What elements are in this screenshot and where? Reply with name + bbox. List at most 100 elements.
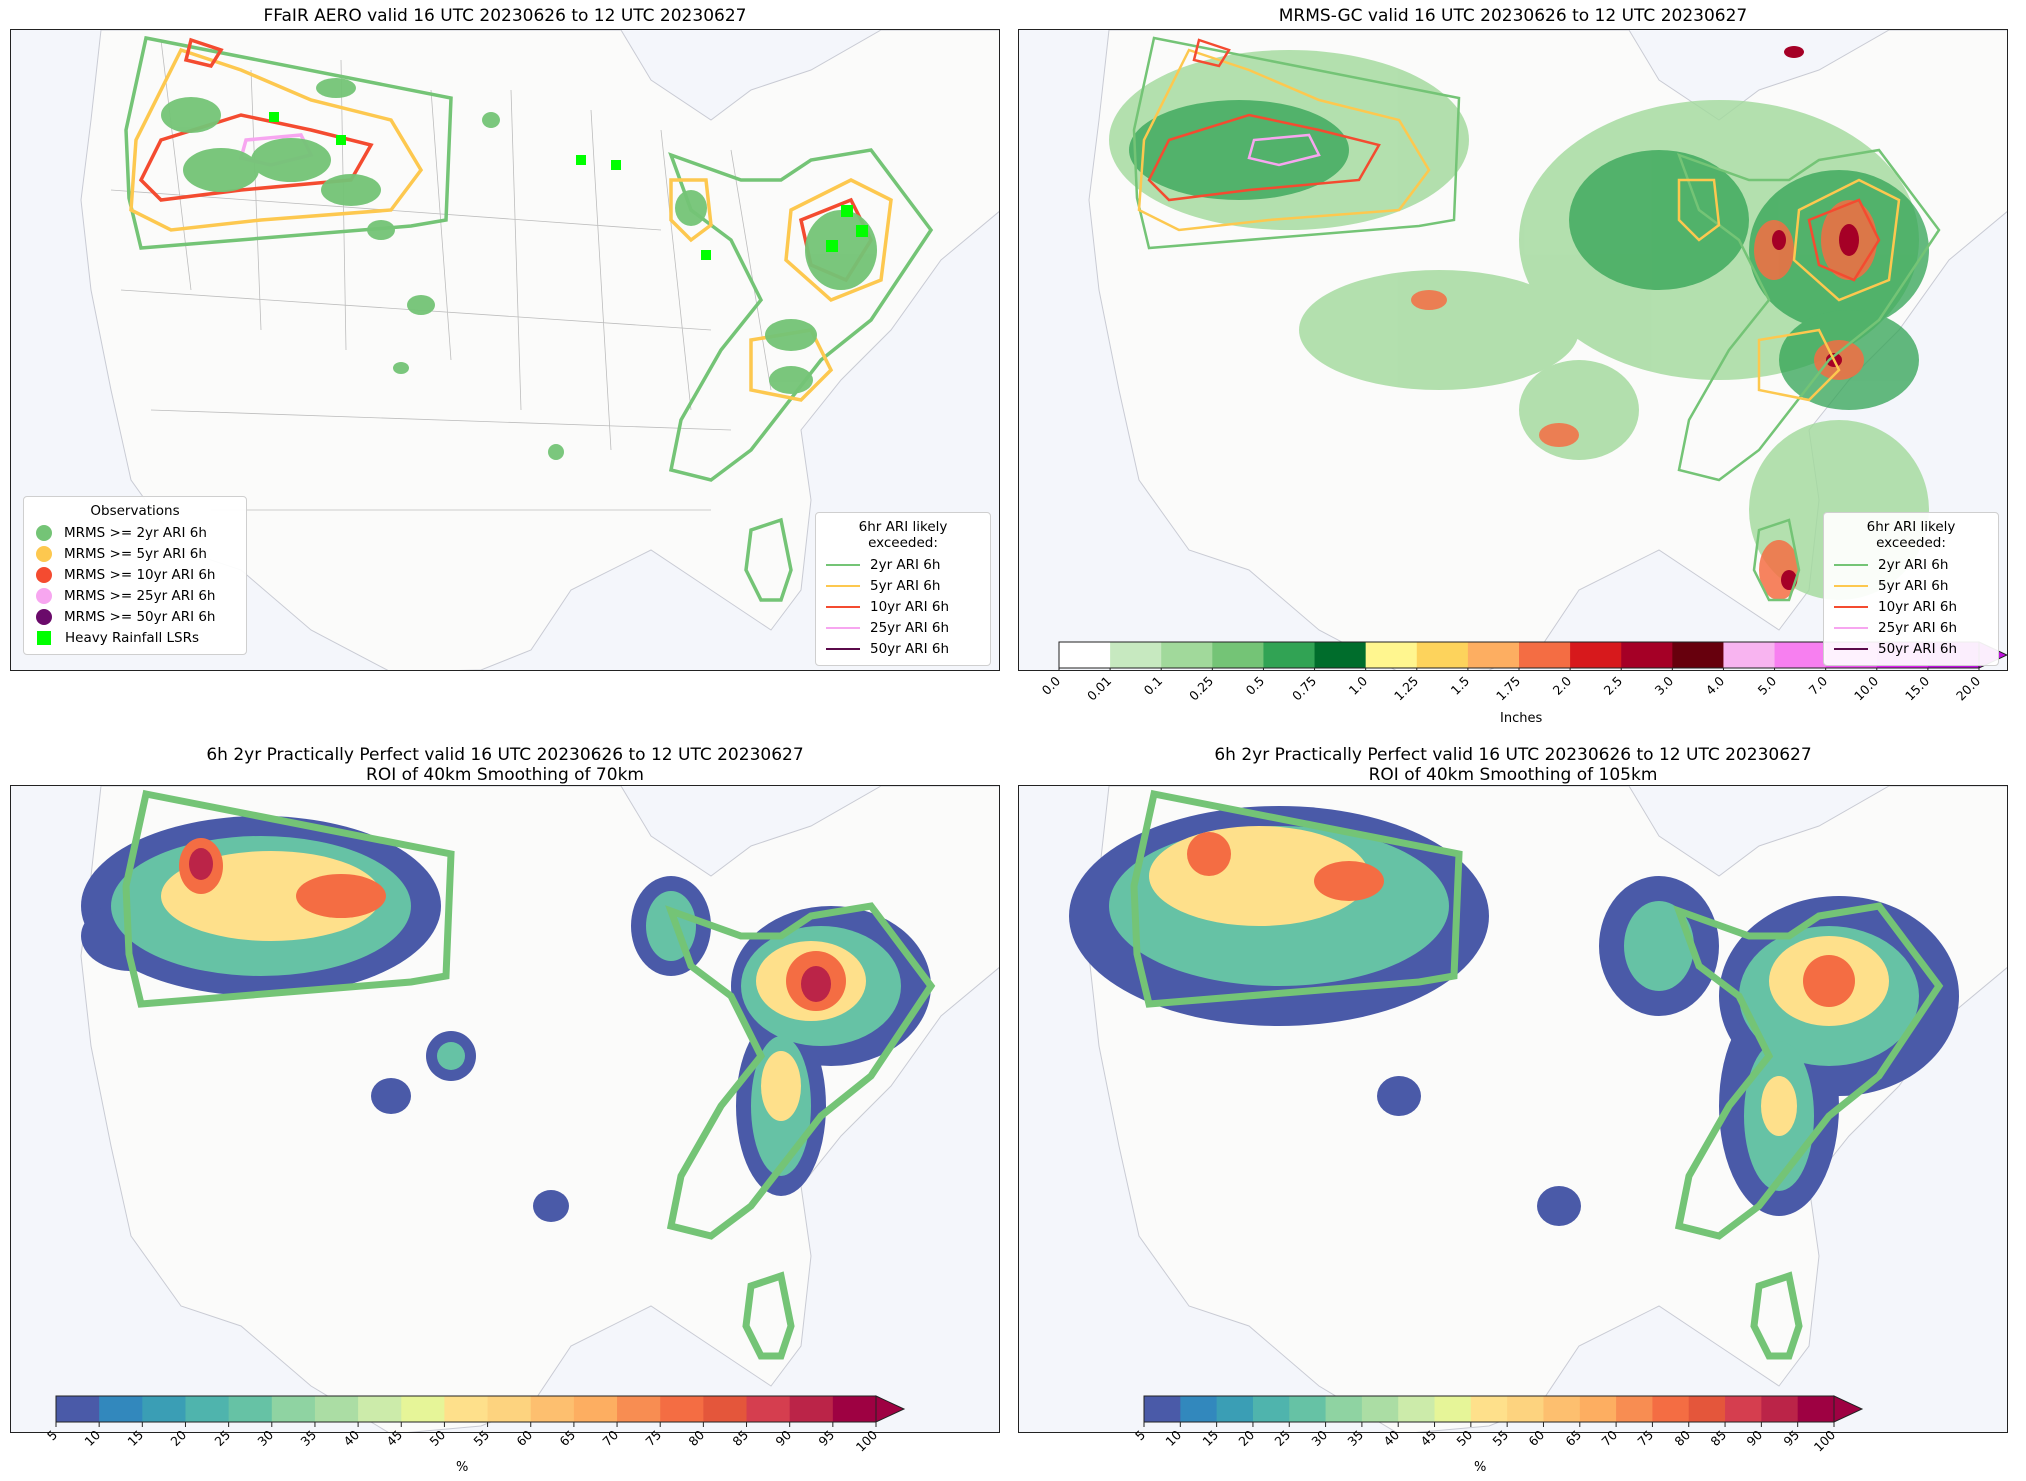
- legend-dot-icon: [36, 608, 52, 625]
- obs-legend-row: Heavy Rainfall LSRs: [34, 627, 236, 648]
- colorbar-tick-label: 7.0: [1805, 673, 1830, 698]
- pp-level-4: [1187, 832, 1855, 1007]
- colorbar-tick-label: 35: [1344, 1427, 1367, 1450]
- legend-line-icon: [826, 647, 860, 650]
- colorbar-segment: [185, 1396, 230, 1422]
- colorbar-tick-label: 0.25: [1186, 673, 1217, 704]
- colorbar-segment: [1774, 642, 1827, 668]
- colorbar-tick-label: 20: [1235, 1427, 1258, 1450]
- colorbar-tick-label: 95: [815, 1427, 838, 1450]
- colorbar-segment: [1616, 1396, 1653, 1422]
- legend-line-icon: [1834, 626, 1868, 629]
- aero-25yr-outline: [1247, 133, 1321, 167]
- colorbar-segment: [1652, 1396, 1690, 1422]
- colorbar-segment: [1216, 1396, 1254, 1422]
- colorbar-segment: [1365, 642, 1418, 668]
- obs-legend-label: MRMS >= 50yr ARI 6h: [64, 608, 216, 625]
- colorbar-tick-label: 20: [167, 1427, 190, 1450]
- obs-legend-row: MRMS >= 10yr ARI 6h: [34, 564, 236, 585]
- colorbar-segment: [1252, 1396, 1290, 1422]
- colorbar-tick-label: 75: [642, 1427, 665, 1450]
- colorbar-segment: [401, 1396, 445, 1422]
- precip-moderate: [1129, 100, 1929, 410]
- ari-legend-label: 50yr ARI 6h: [870, 640, 950, 657]
- colorbar-tick-label: 50: [1453, 1427, 1476, 1450]
- legend-line-icon: [826, 605, 860, 608]
- mrms-observed-blobs: [161, 78, 877, 460]
- colorbar-tick-label: 10.0: [1850, 673, 1882, 704]
- colorbar-segment: [530, 1396, 575, 1422]
- colorbar-segment: [789, 1396, 834, 1422]
- colorbar-segment: [1212, 642, 1264, 668]
- panel4-map-svg: [1019, 786, 2007, 1432]
- ari-legend-row: 5yr ARI 6h: [826, 575, 980, 596]
- colorbar-segment: [1688, 1396, 1726, 1422]
- aero-10yr-outlines: [1147, 38, 1881, 282]
- colorbar-segment: [1761, 1396, 1799, 1422]
- colorbar-tick-label: 70: [1598, 1427, 1621, 1450]
- colorbar-tick-label: 5: [44, 1427, 61, 1444]
- colorbar-tick-label: 65: [1562, 1427, 1585, 1450]
- ari-legend-label: 10yr ARI 6h: [1878, 598, 1958, 615]
- colorbar-tick-label: 4.0: [1703, 673, 1728, 698]
- colorbar-tick-label: 85: [728, 1427, 751, 1450]
- panel1-map: Observations MRMS >= 2yr ARI 6h MRMS >= …: [10, 29, 1000, 671]
- colorbar-tick-label: 65: [556, 1427, 579, 1450]
- colorbar-tick-label: 5: [1132, 1427, 1149, 1444]
- ari-legend-row: 50yr ARI 6h: [826, 638, 980, 659]
- aero-2yr-outlines: [1132, 36, 1941, 602]
- colorbar-tick-label: 70: [599, 1427, 622, 1450]
- legend-line-icon: [826, 563, 860, 566]
- colorbar-tick-label: 1.25: [1390, 673, 1422, 704]
- colorbar-segment: [703, 1396, 748, 1422]
- lsr-squares: [269, 112, 868, 260]
- colorbar-frame: [55, 1395, 877, 1423]
- obs-legend-label: Heavy Rainfall LSRs: [65, 629, 199, 646]
- colorbar-segment: [1507, 1396, 1544, 1422]
- colorbar-tick-label: 2.0: [1549, 673, 1575, 698]
- colorbar-segment: [314, 1396, 359, 1422]
- colorbar-segment: [1325, 1396, 1363, 1422]
- ari-legend-row: 2yr ARI 6h: [1834, 554, 1988, 575]
- panel4-title: 6h 2yr Practically Perfect valid 16 UTC …: [1018, 745, 2008, 785]
- panel3-title-line1: 6h 2yr Practically Perfect valid 16 UTC …: [206, 745, 804, 765]
- ari-legend-row: 25yr ARI 6h: [1834, 617, 1988, 638]
- ari-legend-row: 5yr ARI 6h: [1834, 575, 1988, 596]
- ari-legend-row: 10yr ARI 6h: [826, 596, 980, 617]
- ari-legend-row: 10yr ARI 6h: [1834, 596, 1988, 617]
- colorbar-frame: [1143, 1395, 1835, 1423]
- colorbar-tick-label: 100: [852, 1427, 881, 1455]
- ari-legend-label: 10yr ARI 6h: [870, 598, 950, 615]
- colorbar-tick-label: 0.5: [1243, 673, 1268, 698]
- obs-legend-label: MRMS >= 5yr ARI 6h: [64, 545, 207, 562]
- colorbar-tick-label: 60: [513, 1427, 536, 1450]
- panel3-title: 6h 2yr Practically Perfect valid 16 UTC …: [10, 745, 1000, 785]
- ari-legend-label: 5yr ARI 6h: [870, 577, 941, 594]
- obs-legend-row: MRMS >= 50yr ARI 6h: [34, 606, 236, 627]
- panel3-map-svg: [11, 786, 999, 1432]
- colorbar-tick-label: 40: [1380, 1427, 1403, 1450]
- colorbar-segment: [617, 1396, 661, 1422]
- colorbar-tick-label: 0.75: [1288, 673, 1319, 704]
- panel2-map-svg: [1019, 30, 2007, 670]
- colorbar-tick-label: 90: [1743, 1427, 1766, 1450]
- colorbar-segment: [1144, 1396, 1181, 1422]
- pct-colorbar-unit-p4: %: [1474, 1460, 1487, 1475]
- colorbar-segment: [1180, 1396, 1218, 1422]
- colorbar-segment: [1470, 1396, 1508, 1422]
- colorbar-segment: [573, 1396, 618, 1422]
- panel4-title-line2: ROI of 40km Smoothing of 105km: [1368, 765, 1658, 785]
- ari-legend-label: 50yr ARI 6h: [1878, 640, 1958, 657]
- panel4-title-line1: 6h 2yr Practically Perfect valid 16 UTC …: [1214, 745, 1812, 765]
- panel1-title: FFaIR AERO valid 16 UTC 20230626 to 12 U…: [263, 6, 747, 26]
- ari-legend-row: 2yr ARI 6h: [826, 554, 980, 575]
- colorbar-tick-label: 10: [1162, 1427, 1185, 1450]
- colorbar-tick-label: 25: [211, 1427, 233, 1450]
- colorbar-tick-label: 1.0: [1345, 673, 1370, 698]
- colorbar-tick-label: 3.0: [1651, 673, 1677, 698]
- colorbar-segment: [271, 1396, 316, 1422]
- colorbar-segment: [1519, 642, 1571, 668]
- observations-legend-title: Observations: [90, 503, 180, 519]
- ari-legend-label: 25yr ARI 6h: [870, 619, 950, 636]
- colorbar-segment: [1723, 642, 1776, 668]
